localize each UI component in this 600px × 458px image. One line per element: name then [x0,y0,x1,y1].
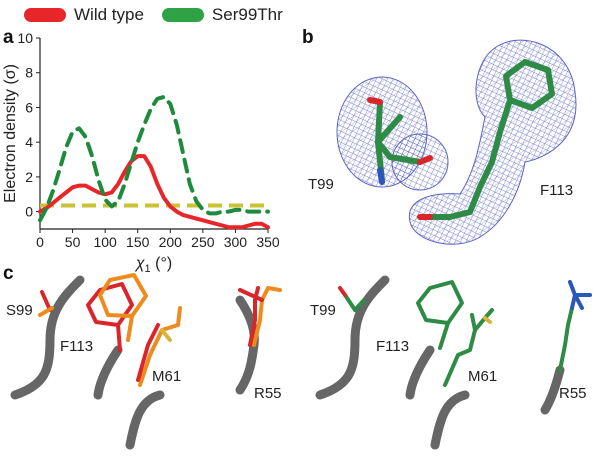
legend-label-wild-type: Wild type [74,5,144,24]
sidechain-r55-wt [238,286,282,347]
mesh-blob-t99 [336,76,449,191]
series-line-wild-type [38,154,270,230]
sidechain-s99 [38,290,54,317]
x-axis-label: χ1 (°) [134,255,172,275]
x-tick-label: 200 [159,234,183,250]
label-r55-mut: R55 [559,385,587,402]
panel-letter-b: b [302,27,314,48]
label-t99: T99 [310,302,336,319]
x-tick-label: 100 [93,234,117,250]
backbone-r55-mut [540,365,565,415]
sidechain-t99 [338,286,366,312]
legend-swatch-ser99thr [161,8,204,22]
electron-density-chart: 0 50 100 150 200 250 300 350 0 2 4 6 8 10 Electron de… [2,30,280,275]
stick-model-f113 [417,59,555,220]
structure-panel-c [10,273,592,450]
sidechain-r55-mut [558,280,592,372]
legend-label-ser99thr: Ser99Thr [211,5,283,24]
x-tick-label: 50 [65,234,81,250]
x-tick-label: 250 [191,234,215,250]
x-tick-label: 0 [36,234,44,250]
backbone-m61-wt [125,390,165,450]
x-tick-label: 300 [224,234,248,250]
y-tick-label: 4 [25,134,33,150]
label-s99: S99 [6,302,33,319]
chart-legend: Wild type Ser99Thr [24,4,301,26]
backbone-s99 [10,275,85,400]
panel-letter-c: c [3,263,14,284]
y-tick-label: 6 [25,99,33,115]
stick-model-t99 [367,97,433,185]
label-m61-wt: M61 [152,368,182,385]
label-t99-b: T99 [308,176,334,193]
label-f113-mut: F113 [376,338,410,355]
sidechain-m61-mut [443,308,494,387]
series-line-ser99thr [38,95,270,223]
y-tick-label: 0 [25,204,33,220]
x-tick-label: 150 [126,234,150,250]
label-m61-mut: M61 [468,368,498,385]
sidechain-m61-wt [136,306,182,387]
y-tick-label: 2 [25,169,33,185]
sidechain-f113-wt [86,273,148,352]
label-f113-b: F113 [540,182,574,199]
x-tick-label: 350 [256,234,280,250]
panel-letter-a: a [3,27,14,48]
sidechain-f113-mut [416,280,464,350]
y-tick-label: 8 [25,65,33,81]
legend-item-ser99thr: Ser99Thr [161,5,283,25]
backbone-m61-mut [430,390,470,450]
mesh-blob-f113 [408,39,577,245]
legend-swatch-wild-type [24,8,66,22]
label-f113-wt: F113 [60,338,94,355]
backbone-t99 [315,275,390,400]
label-r55-wt: R55 [254,385,282,402]
density-map-panel-b [336,39,577,245]
y-axis-label: Electron density (σ) [2,64,19,203]
backbone-f113-wt [93,345,123,400]
legend-item-wild-type: Wild type [24,5,144,25]
backbone-f113-mut [405,345,435,400]
y-tick-label: 10 [17,30,33,46]
